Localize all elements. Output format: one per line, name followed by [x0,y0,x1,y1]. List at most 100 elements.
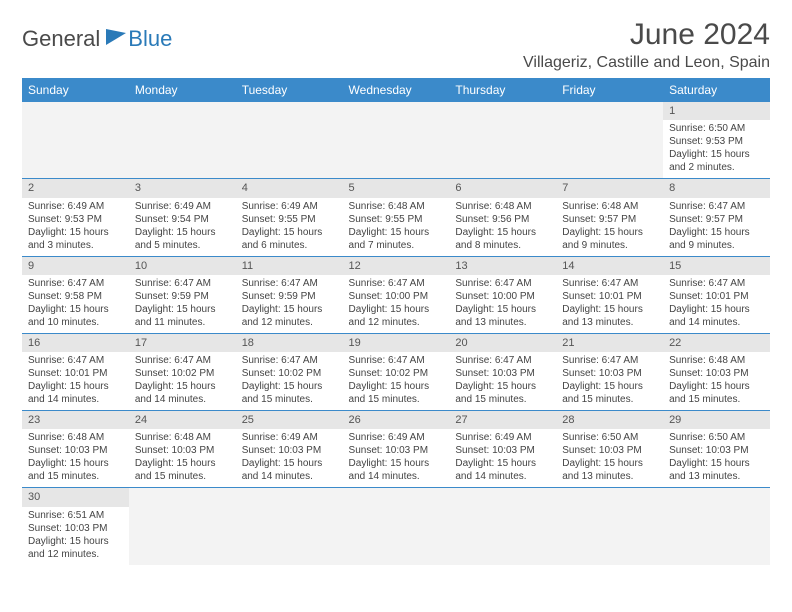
day-details: Sunrise: 6:49 AMSunset: 9:53 PMDaylight:… [22,198,129,256]
calendar-day-cell: 3Sunrise: 6:49 AMSunset: 9:54 PMDaylight… [129,179,236,256]
daylight-text: Daylight: 15 hours and 13 minutes. [455,303,550,329]
calendar-day-cell: 29Sunrise: 6:50 AMSunset: 10:03 PMDaylig… [663,411,770,488]
sunset-text: Sunset: 10:00 PM [455,290,550,303]
weekday-header-row: Sunday Monday Tuesday Wednesday Thursday… [22,78,770,102]
sunrise-text: Sunrise: 6:50 AM [562,431,657,444]
calendar-day-cell: 8Sunrise: 6:47 AMSunset: 9:57 PMDaylight… [663,179,770,256]
day-details: Sunrise: 6:47 AMSunset: 10:01 PMDaylight… [556,275,663,333]
day-number: 28 [556,411,663,429]
sunrise-text: Sunrise: 6:47 AM [28,354,123,367]
day-number: 26 [343,411,450,429]
day-number: 20 [449,334,556,352]
sunset-text: Sunset: 10:03 PM [242,444,337,457]
sunset-text: Sunset: 9:58 PM [28,290,123,303]
daylight-text: Daylight: 15 hours and 12 minutes. [349,303,444,329]
sunset-text: Sunset: 10:03 PM [455,444,550,457]
calendar-day-cell: 15Sunrise: 6:47 AMSunset: 10:01 PMDaylig… [663,256,770,333]
weekday-header: Friday [556,78,663,102]
day-number: 9 [22,257,129,275]
calendar-day-cell: 28Sunrise: 6:50 AMSunset: 10:03 PMDaylig… [556,411,663,488]
daylight-text: Daylight: 15 hours and 15 minutes. [242,380,337,406]
day-details: Sunrise: 6:48 AMSunset: 9:56 PMDaylight:… [449,198,556,256]
calendar-day-cell: 19Sunrise: 6:47 AMSunset: 10:02 PMDaylig… [343,333,450,410]
sunrise-text: Sunrise: 6:48 AM [349,200,444,213]
daylight-text: Daylight: 15 hours and 14 minutes. [28,380,123,406]
day-number: 13 [449,257,556,275]
calendar-day-cell: 2Sunrise: 6:49 AMSunset: 9:53 PMDaylight… [22,179,129,256]
calendar-day-cell: 30Sunrise: 6:51 AMSunset: 10:03 PMDaylig… [22,488,129,565]
day-number: 7 [556,179,663,197]
day-details: Sunrise: 6:47 AMSunset: 10:01 PMDaylight… [663,275,770,333]
daylight-text: Daylight: 15 hours and 2 minutes. [669,148,764,174]
calendar-day-cell [449,102,556,179]
day-number: 3 [129,179,236,197]
sunrise-text: Sunrise: 6:48 AM [455,200,550,213]
daylight-text: Daylight: 15 hours and 3 minutes. [28,226,123,252]
sunrise-text: Sunrise: 6:47 AM [455,354,550,367]
sunrise-text: Sunrise: 6:47 AM [562,277,657,290]
calendar-day-cell: 21Sunrise: 6:47 AMSunset: 10:03 PMDaylig… [556,333,663,410]
day-details: Sunrise: 6:50 AMSunset: 9:53 PMDaylight:… [663,120,770,178]
calendar-day-cell: 13Sunrise: 6:47 AMSunset: 10:00 PMDaylig… [449,256,556,333]
day-number: 17 [129,334,236,352]
day-details: Sunrise: 6:49 AMSunset: 10:03 PMDaylight… [236,429,343,487]
daylight-text: Daylight: 15 hours and 9 minutes. [562,226,657,252]
sunrise-text: Sunrise: 6:51 AM [28,509,123,522]
day-details: Sunrise: 6:49 AMSunset: 9:55 PMDaylight:… [236,198,343,256]
daylight-text: Daylight: 15 hours and 9 minutes. [669,226,764,252]
sunset-text: Sunset: 9:53 PM [669,135,764,148]
calendar-week-row: 23Sunrise: 6:48 AMSunset: 10:03 PMDaylig… [22,411,770,488]
title-block: June 2024 Villageriz, Castille and Leon,… [523,18,770,72]
day-number: 18 [236,334,343,352]
sunrise-text: Sunrise: 6:47 AM [242,354,337,367]
day-number: 11 [236,257,343,275]
calendar-day-cell: 26Sunrise: 6:49 AMSunset: 10:03 PMDaylig… [343,411,450,488]
sunrise-text: Sunrise: 6:47 AM [135,354,230,367]
calendar-day-cell: 17Sunrise: 6:47 AMSunset: 10:02 PMDaylig… [129,333,236,410]
sunset-text: Sunset: 10:02 PM [349,367,444,380]
day-number: 1 [663,102,770,120]
day-number: 21 [556,334,663,352]
day-details: Sunrise: 6:47 AMSunset: 10:00 PMDaylight… [343,275,450,333]
sunrise-text: Sunrise: 6:48 AM [135,431,230,444]
daylight-text: Daylight: 15 hours and 12 minutes. [28,535,123,561]
sunset-text: Sunset: 9:57 PM [562,213,657,226]
calendar-day-cell [129,102,236,179]
daylight-text: Daylight: 15 hours and 5 minutes. [135,226,230,252]
day-details: Sunrise: 6:48 AMSunset: 9:55 PMDaylight:… [343,198,450,256]
weekday-header: Saturday [663,78,770,102]
sunrise-text: Sunrise: 6:48 AM [562,200,657,213]
sunrise-text: Sunrise: 6:48 AM [28,431,123,444]
brand-logo: General Blue [22,26,172,52]
day-details: Sunrise: 6:49 AMSunset: 10:03 PMDaylight… [449,429,556,487]
sunrise-text: Sunrise: 6:49 AM [242,200,337,213]
calendar-week-row: 16Sunrise: 6:47 AMSunset: 10:01 PMDaylig… [22,333,770,410]
day-details: Sunrise: 6:48 AMSunset: 9:57 PMDaylight:… [556,198,663,256]
sunrise-text: Sunrise: 6:47 AM [349,354,444,367]
day-details: Sunrise: 6:47 AMSunset: 10:02 PMDaylight… [343,352,450,410]
calendar-day-cell: 4Sunrise: 6:49 AMSunset: 9:55 PMDaylight… [236,179,343,256]
calendar-day-cell: 16Sunrise: 6:47 AMSunset: 10:01 PMDaylig… [22,333,129,410]
day-number: 27 [449,411,556,429]
sunset-text: Sunset: 9:59 PM [135,290,230,303]
day-details: Sunrise: 6:47 AMSunset: 10:00 PMDaylight… [449,275,556,333]
sunset-text: Sunset: 9:59 PM [242,290,337,303]
day-details: Sunrise: 6:47 AMSunset: 10:03 PMDaylight… [556,352,663,410]
calendar-day-cell [556,102,663,179]
weekday-header: Thursday [449,78,556,102]
daylight-text: Daylight: 15 hours and 15 minutes. [562,380,657,406]
day-details: Sunrise: 6:47 AMSunset: 10:01 PMDaylight… [22,352,129,410]
weekday-header: Monday [129,78,236,102]
calendar-week-row: 9Sunrise: 6:47 AMSunset: 9:58 PMDaylight… [22,256,770,333]
sunrise-text: Sunrise: 6:47 AM [455,277,550,290]
sunset-text: Sunset: 9:56 PM [455,213,550,226]
day-number: 2 [22,179,129,197]
sunrise-text: Sunrise: 6:47 AM [28,277,123,290]
day-number: 29 [663,411,770,429]
day-details: Sunrise: 6:47 AMSunset: 10:03 PMDaylight… [449,352,556,410]
sunset-text: Sunset: 9:55 PM [242,213,337,226]
calendar-day-cell: 22Sunrise: 6:48 AMSunset: 10:03 PMDaylig… [663,333,770,410]
day-details: Sunrise: 6:47 AMSunset: 9:57 PMDaylight:… [663,198,770,256]
calendar-table: Sunday Monday Tuesday Wednesday Thursday… [22,78,770,565]
day-details: Sunrise: 6:47 AMSunset: 9:59 PMDaylight:… [129,275,236,333]
